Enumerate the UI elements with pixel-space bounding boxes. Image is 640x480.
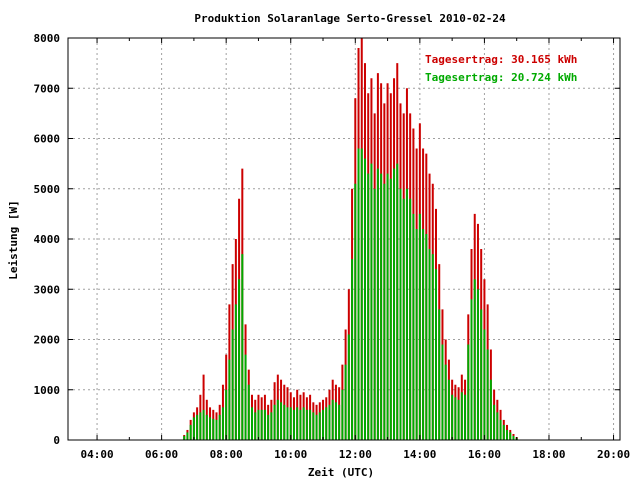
legend-entry-series-1: Tagesertrag: 30.165 kWh: [425, 53, 577, 66]
y-tick-label: 2000: [34, 334, 61, 347]
x-tick-label: 08:00: [210, 448, 243, 461]
x-tick-label: 20:00: [597, 448, 630, 461]
legend-entry-series-2: Tagesertrag: 20.724 kWh: [425, 71, 577, 84]
x-tick-label: 16:00: [468, 448, 501, 461]
x-tick-label: 04:00: [80, 448, 113, 461]
y-tick-label: 5000: [34, 183, 61, 196]
y-axis-label: Leistung [W]: [7, 200, 20, 279]
y-tick-label: 1000: [34, 384, 61, 397]
x-axis-label: Zeit (UTC): [308, 466, 374, 479]
plot-frame: [67, 37, 621, 441]
y-tick-label: 8000: [34, 32, 61, 45]
y-tick-label: 7000: [34, 82, 61, 95]
x-tick-label: 06:00: [145, 448, 178, 461]
x-tick-label: 10:00: [274, 448, 307, 461]
x-tick-label: 18:00: [532, 448, 565, 461]
x-tick-label: 12:00: [339, 448, 372, 461]
y-tick-label: 0: [53, 434, 60, 447]
grid: [68, 38, 620, 440]
y-tick-label: 6000: [34, 133, 61, 146]
chart-title: Produktion Solaranlage Serto-Gressel 201…: [194, 12, 506, 25]
y-tick-label: 4000: [34, 233, 61, 246]
bars: [183, 38, 518, 440]
y-tick-label: 3000: [34, 283, 61, 296]
x-tick-label: 14:00: [403, 448, 436, 461]
